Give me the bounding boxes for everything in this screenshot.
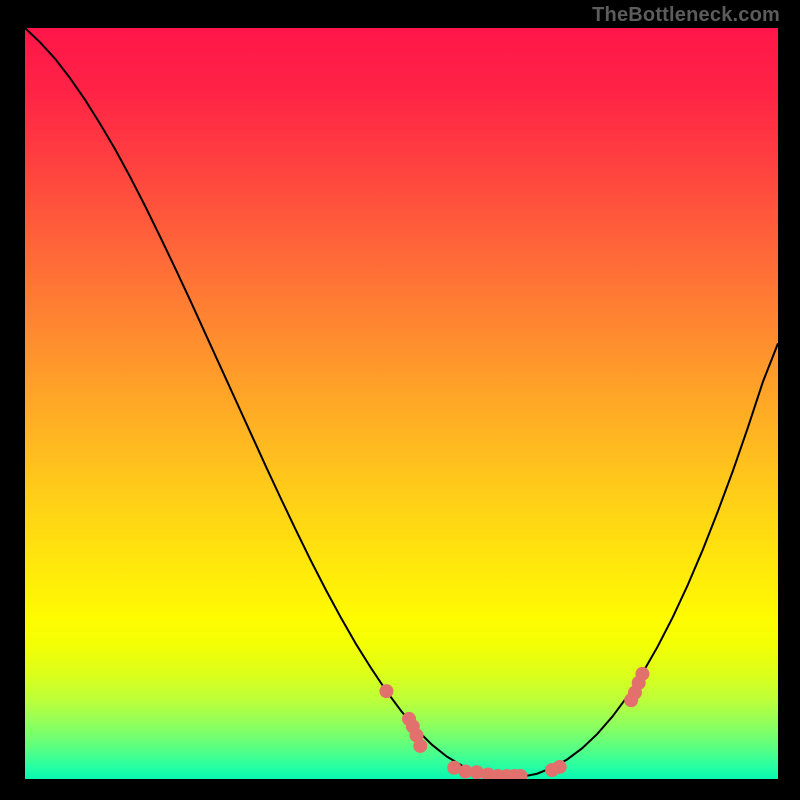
- page-root: { "watermark": { "text": "TheBottleneck.…: [0, 0, 800, 800]
- data-marker: [379, 684, 393, 698]
- data-marker: [413, 739, 427, 753]
- data-marker: [553, 760, 567, 774]
- data-marker: [513, 769, 527, 783]
- bottleneck-curve-plot: [0, 0, 800, 800]
- data-marker: [635, 667, 649, 681]
- gradient-background: [25, 28, 778, 779]
